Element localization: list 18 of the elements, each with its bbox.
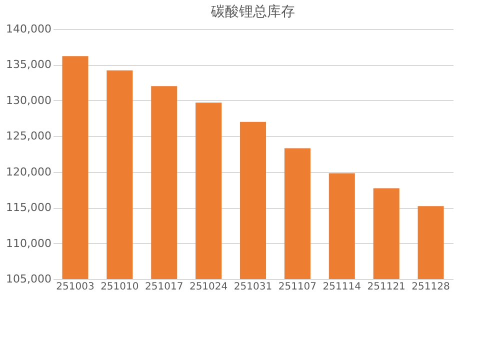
y-tick-label: 125,000 xyxy=(6,130,52,143)
x-tick-label: 251024 xyxy=(189,282,228,292)
y-tick-label: 140,000 xyxy=(6,22,52,36)
x-tick-label: 251017 xyxy=(145,282,184,292)
y-tick-label: 120,000 xyxy=(6,165,52,178)
x-tick-label: 251107 xyxy=(278,282,317,292)
y-tick-label: 115,000 xyxy=(6,201,52,214)
y-tick-label: 130,000 xyxy=(6,94,52,107)
y-tick-label: 110,000 xyxy=(6,236,52,250)
x-tick-label: 251031 xyxy=(234,282,272,292)
y-tick-label: 135,000 xyxy=(6,58,52,72)
x-tick-label: 251128 xyxy=(412,282,450,292)
y-tick-label: 105,000 xyxy=(6,272,52,286)
x-tick-label: 251121 xyxy=(367,282,406,292)
x-tick-label: 251003 xyxy=(56,282,94,292)
x-tick-label: 251010 xyxy=(100,282,139,292)
chart-title: 碳酸锂总库存 xyxy=(210,4,295,20)
x-tick-label: 251114 xyxy=(322,282,361,292)
